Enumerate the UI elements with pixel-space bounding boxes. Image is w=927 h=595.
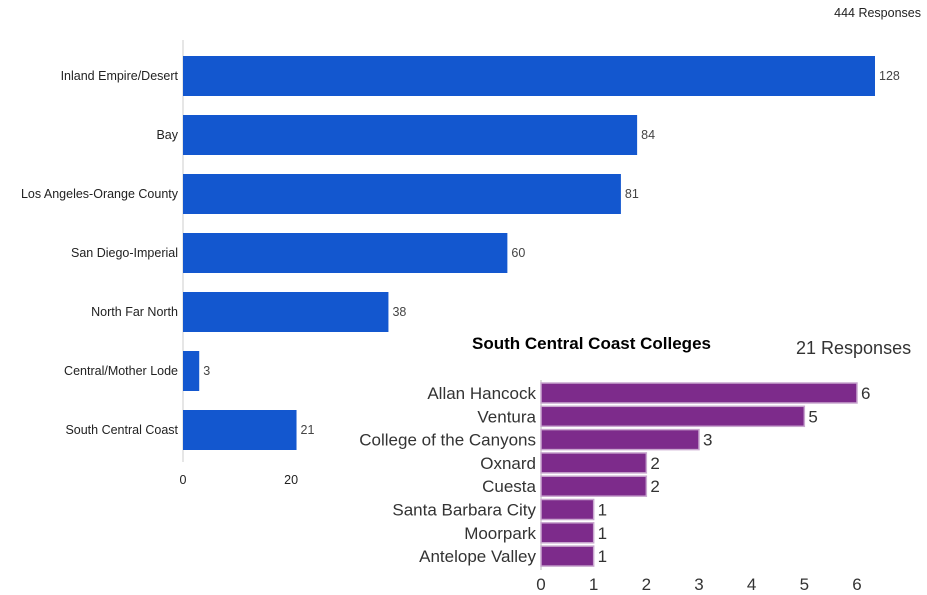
main-value-label: 38: [392, 305, 406, 319]
inset-bar: [540, 545, 595, 567]
main-bar: [183, 115, 638, 155]
inset-x-tick-label: 4: [747, 575, 756, 594]
inset-x-tick-label: 6: [852, 575, 861, 594]
main-category-label: Inland Empire/Desert: [61, 69, 179, 83]
inset-category-label: College of the Canyons: [359, 431, 536, 450]
main-category-label: Central/Mother Lode: [64, 364, 178, 378]
inset-value-label: 3: [703, 431, 712, 450]
inset-response-count: 21 Responses: [796, 338, 912, 358]
inset-x-tick-label: 0: [536, 575, 545, 594]
main-value-label: 81: [625, 187, 639, 201]
inset-category-label: Oxnard: [480, 454, 536, 473]
main-value-label: 128: [879, 69, 900, 83]
inset-value-label: 1: [598, 547, 607, 566]
inset-value-label: 1: [598, 524, 607, 543]
main-category-label: North Far North: [91, 305, 178, 319]
main-bar: [183, 174, 621, 214]
inset-value-label: 1: [598, 501, 607, 520]
main-category-label: Bay: [156, 128, 178, 142]
inset-category-label: Antelope Valley: [419, 547, 536, 566]
main-x-tick-label: 20: [284, 473, 298, 487]
main-x-tick-label: 0: [180, 473, 187, 487]
inset-x-tick-label: 1: [589, 575, 598, 594]
main-bar: [183, 410, 297, 450]
inset-value-label: 5: [808, 407, 817, 426]
main-value-label: 3: [203, 364, 210, 378]
inset-value-label: 2: [650, 477, 659, 496]
main-value-label: 21: [301, 423, 315, 437]
main-bar: [183, 292, 389, 332]
inset-category-label: Allan Hancock: [427, 384, 536, 403]
main-bar: [183, 56, 875, 96]
inset-category-label: Ventura: [477, 407, 536, 426]
inset-bar: [540, 498, 595, 521]
main-bar: [183, 233, 508, 273]
main-category-label: South Central Coast: [65, 423, 178, 437]
inset-bar: [540, 428, 700, 451]
inset-category-label: Cuesta: [482, 477, 536, 496]
inset-x-tick-label: 2: [642, 575, 651, 594]
inset-bar: [540, 475, 648, 497]
inset-chart-title: South Central Coast Colleges: [472, 334, 711, 353]
main-bar: [183, 351, 200, 391]
main-value-label: 84: [641, 128, 655, 142]
inset-x-tick-label: 3: [694, 575, 703, 594]
main-category-label: San Diego-Imperial: [71, 246, 178, 260]
inset-value-label: 6: [861, 384, 870, 403]
main-response-count: 444 Responses: [834, 6, 921, 20]
inset-value-label: 2: [650, 454, 659, 473]
inset-bar: [540, 405, 806, 428]
main-value-label: 60: [511, 246, 525, 260]
inset-bar: [540, 452, 648, 474]
inset-bar: [540, 522, 595, 544]
inset-category-label: Santa Barbara City: [392, 501, 536, 520]
main-category-label: Los Angeles-Orange County: [21, 187, 179, 201]
inset-x-tick-label: 5: [800, 575, 809, 594]
inset-bar: [540, 382, 858, 404]
inset-category-label: Moorpark: [464, 524, 536, 543]
